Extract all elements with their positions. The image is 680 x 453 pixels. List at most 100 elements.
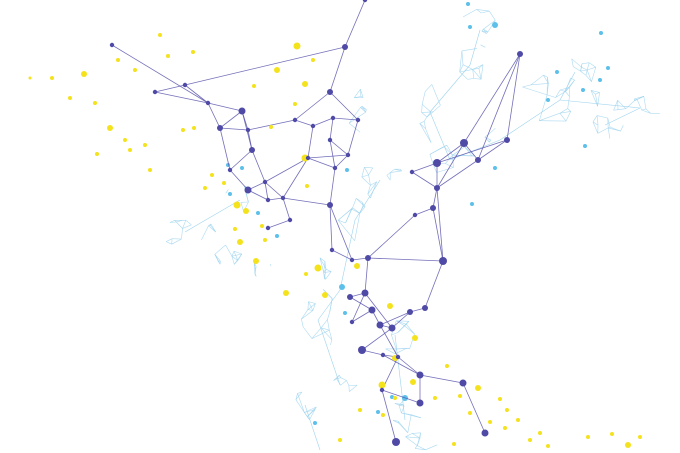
yellow-particle xyxy=(148,168,152,172)
purple-node xyxy=(345,152,351,158)
purple-edge xyxy=(436,187,444,262)
mesh-edge xyxy=(320,327,333,340)
mesh-edge xyxy=(175,221,183,229)
purple-edge xyxy=(207,102,221,129)
purple-edge xyxy=(382,354,421,376)
purple-node xyxy=(265,225,271,231)
purple-edge xyxy=(367,257,444,262)
mesh-edge xyxy=(352,207,360,214)
mesh-edge xyxy=(360,89,364,98)
mesh-edge xyxy=(390,168,395,173)
yellow-particle xyxy=(305,184,309,188)
mesh-edge xyxy=(390,170,402,173)
yellow-particle xyxy=(263,238,267,242)
yellow-particle-layer xyxy=(28,33,642,448)
mesh-edge xyxy=(360,107,367,110)
mesh-edge xyxy=(421,104,432,113)
light-blue-node xyxy=(256,211,260,215)
mesh-edge xyxy=(595,94,598,107)
light-blue-node xyxy=(339,284,345,290)
purple-node xyxy=(245,127,251,133)
mesh-edge xyxy=(429,111,451,161)
mesh-edge xyxy=(590,90,596,95)
mesh-edge xyxy=(324,269,327,279)
mesh-edge xyxy=(436,167,454,173)
mesh-edge xyxy=(320,319,328,328)
purple-node xyxy=(227,167,233,173)
yellow-particle xyxy=(528,438,532,442)
light-blue-node xyxy=(313,421,317,425)
mesh-edge xyxy=(307,303,316,310)
mesh-edge xyxy=(423,121,426,129)
purple-edge xyxy=(329,117,334,141)
purple-node xyxy=(439,257,447,265)
mesh-edge xyxy=(559,99,641,109)
light-blue-node xyxy=(343,311,347,315)
mesh-edge xyxy=(405,433,413,438)
yellow-particle xyxy=(610,432,614,436)
yellow-particle xyxy=(475,385,481,391)
mesh-edge xyxy=(472,67,479,70)
light-blue-node xyxy=(275,234,279,238)
mesh-edge xyxy=(543,74,548,78)
mesh-edge xyxy=(481,10,490,14)
mesh-edge xyxy=(476,9,482,14)
purple-edge xyxy=(381,389,421,404)
purple-node xyxy=(481,429,489,437)
mesh-edge xyxy=(530,74,544,86)
mesh-edge xyxy=(304,406,317,413)
mesh-edge xyxy=(225,244,233,257)
mesh-edge xyxy=(645,108,651,114)
purple-node xyxy=(327,89,333,95)
mesh-edge xyxy=(169,220,175,223)
purple-edge xyxy=(294,91,331,121)
purple-edge xyxy=(436,142,465,164)
mesh-edge xyxy=(210,223,216,233)
mesh-edge xyxy=(324,261,327,270)
mesh-edge xyxy=(643,96,647,109)
purple-node xyxy=(217,125,223,131)
yellow-particle xyxy=(302,81,308,87)
mesh-edge xyxy=(608,126,611,129)
mesh-edge xyxy=(407,414,412,433)
mesh-edge xyxy=(559,111,571,114)
purple-edge xyxy=(329,204,353,261)
mesh-edge xyxy=(330,339,333,345)
yellow-particle xyxy=(445,364,449,368)
mesh-edge xyxy=(405,436,421,439)
purple-edge xyxy=(424,260,444,309)
mesh-edge xyxy=(571,58,582,68)
mesh-edge xyxy=(301,309,309,320)
light-blue-mesh-layer xyxy=(165,2,660,451)
yellow-particle xyxy=(210,173,214,177)
yellow-particle xyxy=(293,42,301,50)
yellow-particle xyxy=(625,442,631,448)
mesh-edge xyxy=(361,106,366,113)
mesh-edge xyxy=(295,391,303,400)
mesh-edge xyxy=(319,257,326,262)
mesh-edge xyxy=(592,115,598,123)
mesh-edge xyxy=(625,100,635,109)
light-blue-node xyxy=(376,410,380,414)
purple-edge xyxy=(364,257,369,294)
mesh-edge xyxy=(354,179,381,221)
purple-node xyxy=(379,387,385,393)
mesh-edge xyxy=(302,326,313,339)
mesh-edge xyxy=(445,163,454,168)
purple-edge xyxy=(264,181,284,199)
mesh-edge xyxy=(483,28,489,33)
mesh-edge xyxy=(613,109,619,111)
mesh-edge xyxy=(237,253,243,261)
mesh-edge xyxy=(522,84,532,88)
yellow-particle xyxy=(181,128,185,132)
mesh-edge xyxy=(184,199,241,233)
mesh-edge xyxy=(472,69,475,79)
purple-edge xyxy=(207,102,243,112)
purple-node xyxy=(152,89,158,95)
yellow-particle xyxy=(412,335,418,341)
mesh-edge xyxy=(419,123,426,129)
mesh-edge xyxy=(613,100,618,111)
mesh-edge xyxy=(607,127,611,139)
mesh-edge xyxy=(208,223,212,227)
mesh-edge xyxy=(478,68,482,80)
